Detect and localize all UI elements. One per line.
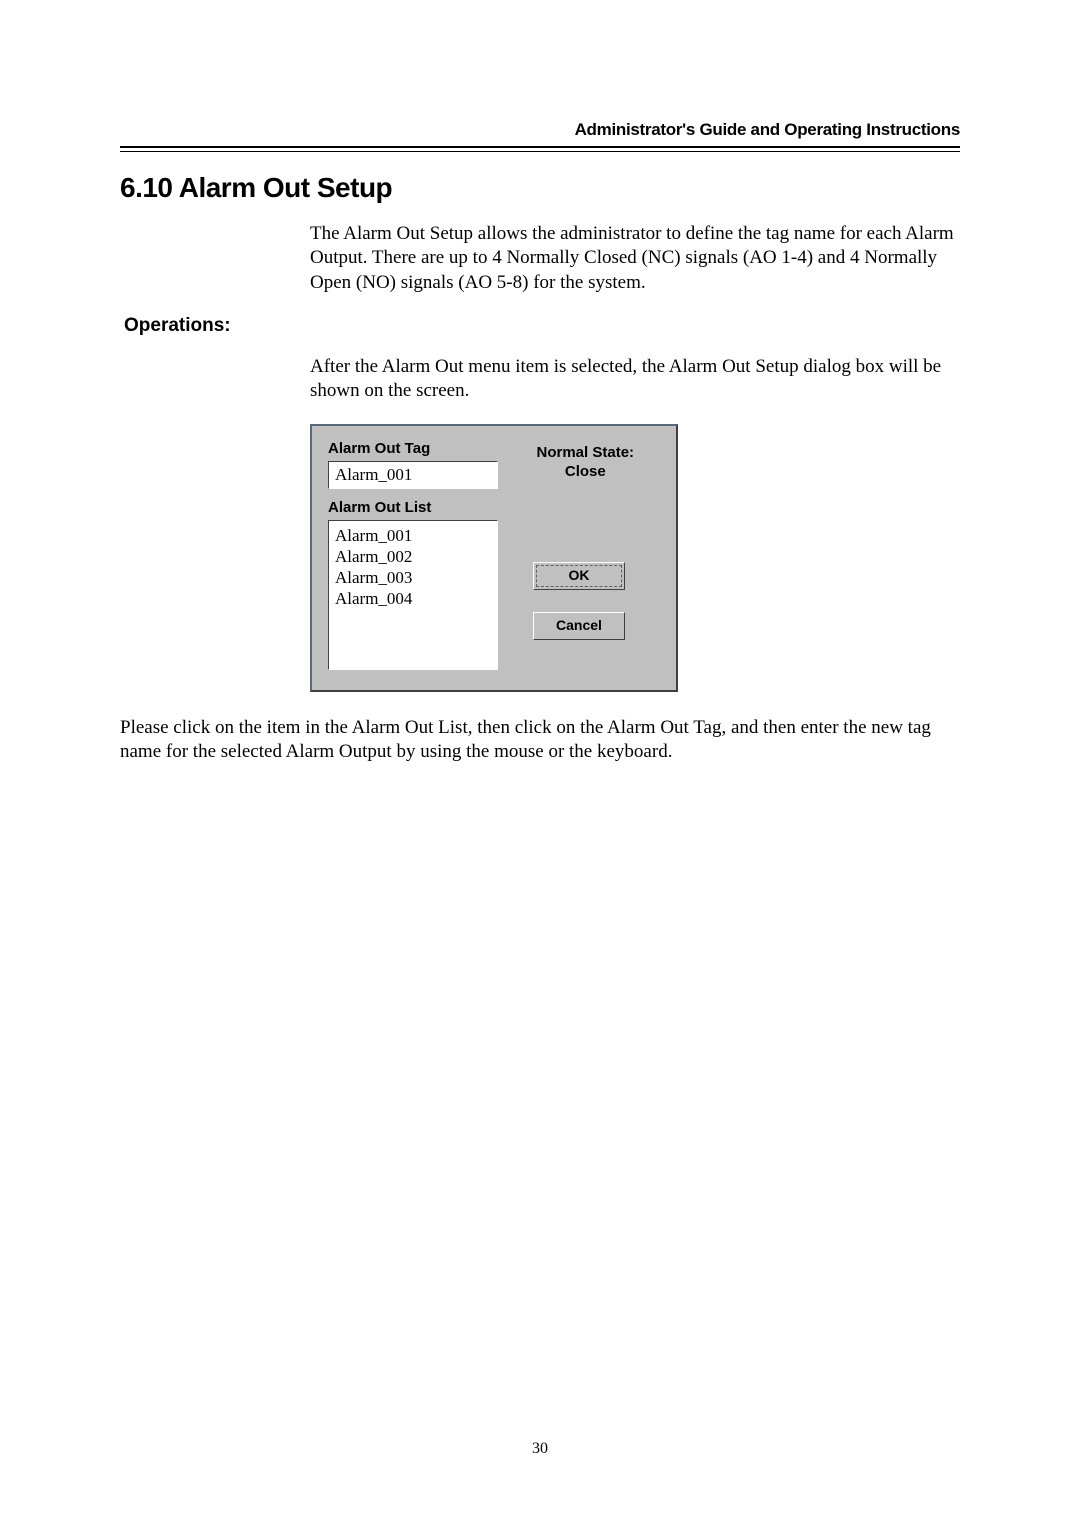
- intro-paragraph: The Alarm Out Setup allows the administr…: [310, 222, 960, 295]
- bottom-paragraph: Please click on the item in the Alarm Ou…: [120, 716, 960, 765]
- cancel-button[interactable]: Cancel: [533, 612, 625, 640]
- section-heading: 6.10 Alarm Out Setup: [120, 172, 960, 204]
- alarm-out-list[interactable]: Alarm_001 Alarm_002 Alarm_003 Alarm_004: [328, 520, 498, 670]
- dialog-top-row: Alarm Out Tag Alarm_001 Normal State: Cl…: [328, 440, 660, 489]
- dialog-wrapper: Alarm Out Tag Alarm_001 Normal State: Cl…: [310, 424, 960, 692]
- dialog-bottom-row: Alarm_001 Alarm_002 Alarm_003 Alarm_004 …: [328, 520, 660, 670]
- ok-button[interactable]: OK: [533, 562, 625, 590]
- alarm-out-tag-input[interactable]: Alarm_001: [328, 461, 498, 489]
- alarm-out-dialog: Alarm Out Tag Alarm_001 Normal State: Cl…: [310, 424, 678, 692]
- state-column: Normal State: Close: [511, 440, 660, 480]
- normal-state-value: Close: [511, 463, 660, 480]
- page-number: 30: [0, 1440, 1080, 1458]
- alarm-out-list-label: Alarm Out List: [328, 499, 660, 516]
- alarm-out-tag-label: Alarm Out Tag: [328, 440, 511, 457]
- operations-paragraph: After the Alarm Out menu item is selecte…: [310, 355, 960, 404]
- list-item[interactable]: Alarm_003: [335, 567, 491, 588]
- normal-state-label: Normal State:: [511, 444, 660, 461]
- tag-column: Alarm Out Tag Alarm_001: [328, 440, 511, 489]
- list-item[interactable]: Alarm_001: [335, 525, 491, 546]
- header-rule: [120, 146, 960, 152]
- list-item[interactable]: Alarm_002: [335, 546, 491, 567]
- list-item[interactable]: Alarm_004: [335, 588, 491, 609]
- header-title: Administrator's Guide and Operating Inst…: [120, 120, 960, 140]
- operations-heading: Operations:: [124, 315, 960, 337]
- button-column: OK Cancel: [498, 520, 660, 662]
